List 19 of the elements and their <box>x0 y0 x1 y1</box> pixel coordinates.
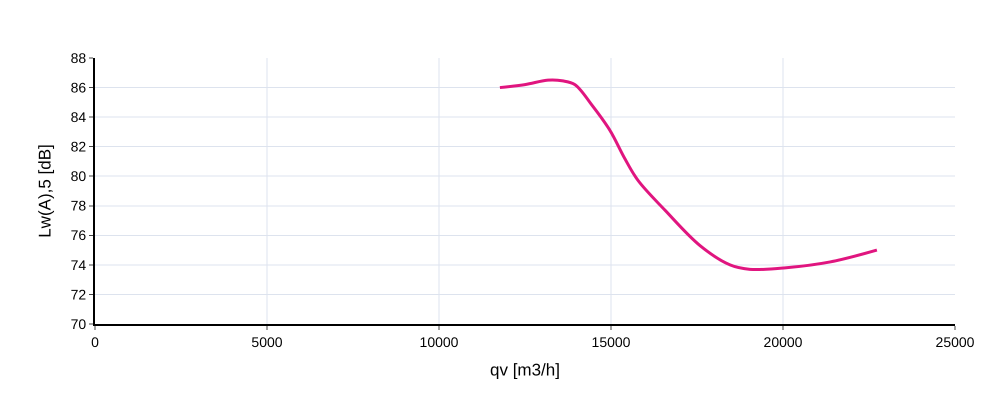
x-tick-label: 0 <box>91 334 100 350</box>
x-tick-label: 25000 <box>936 334 975 350</box>
y-tick-label: 82 <box>70 138 86 155</box>
y-tick-label: 74 <box>70 256 86 273</box>
y-tick-label: 84 <box>70 109 86 126</box>
y-tick-label: 80 <box>70 168 86 184</box>
x-tick-label: 5000 <box>251 334 283 350</box>
y-axis-title: Lw(A),5 [dB] <box>36 144 55 238</box>
y-tick-label: 86 <box>70 79 86 96</box>
x-tick-label: 15000 <box>592 334 631 350</box>
x-tick-label: 20000 <box>764 334 803 350</box>
y-tick-label: 76 <box>70 227 86 244</box>
x-axis-title: qv [m3/h] <box>490 360 560 380</box>
y-tick-label: 72 <box>70 286 86 302</box>
y-tick-label: 78 <box>70 198 86 214</box>
y-tick-label: 70 <box>70 316 86 332</box>
y-tick-label: 88 <box>70 50 86 66</box>
x-tick-label: 10000 <box>420 334 459 350</box>
line-series <box>498 78 878 272</box>
